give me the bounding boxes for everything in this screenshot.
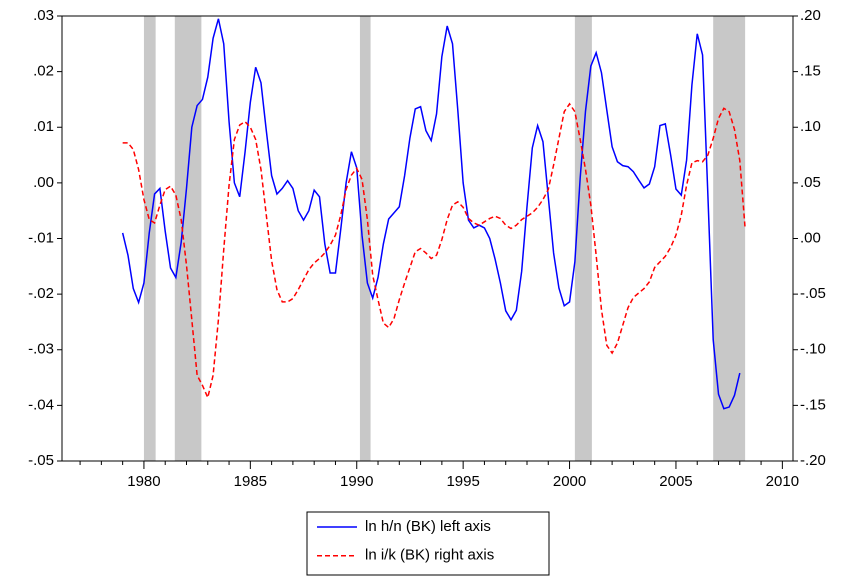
legend: ln h/n (BK) left axis ln i/k (BK) right a… (306, 511, 550, 576)
x-tick-label: 1980 (127, 473, 160, 490)
y2-tick-label: .20 (800, 7, 821, 24)
legend-box (306, 511, 550, 576)
y2-tick-label: .15 (800, 63, 821, 80)
x-tick-label: 2005 (659, 473, 692, 490)
x-tick-label: 1985 (234, 473, 267, 490)
x-tick-label: 2010 (766, 473, 799, 490)
y-tick-label: .03 (33, 7, 54, 24)
y2-tick-label: .00 (800, 229, 821, 246)
y-tick-label: .02 (33, 63, 54, 80)
y-tick-label: -.03 (28, 341, 54, 358)
legend-label: ln h/n (BK) left axis (365, 518, 491, 535)
y-tick-label: -.01 (28, 229, 54, 246)
shaded-period (574, 16, 592, 461)
legend-label: ln i/k (BK) right axis (365, 547, 494, 564)
y2-tick-label: .10 (800, 118, 821, 135)
y2-tick-label: -.05 (800, 285, 826, 302)
y-tick-label: -.05 (28, 452, 54, 469)
x-tick-label: 2000 (553, 473, 586, 490)
y-tick-label: -.02 (28, 285, 54, 302)
shaded-period (143, 16, 156, 461)
y2-tick-label: -.10 (800, 341, 826, 358)
shaded-period (174, 16, 202, 461)
y2-tick-label: -.20 (800, 452, 826, 469)
y-tick-label: -.04 (28, 396, 54, 413)
x-tick-label: 1990 (340, 473, 373, 490)
y-tick-label: .00 (33, 174, 54, 191)
y-tick-label: .01 (33, 118, 54, 135)
x-tick-label: 1995 (446, 473, 479, 490)
y2-tick-label: -.15 (800, 396, 826, 413)
y2-tick-label: .05 (800, 174, 821, 191)
shaded-period (359, 16, 371, 461)
series-line (122, 102, 746, 400)
series-line (121, 18, 741, 410)
plot-frame (61, 15, 794, 462)
